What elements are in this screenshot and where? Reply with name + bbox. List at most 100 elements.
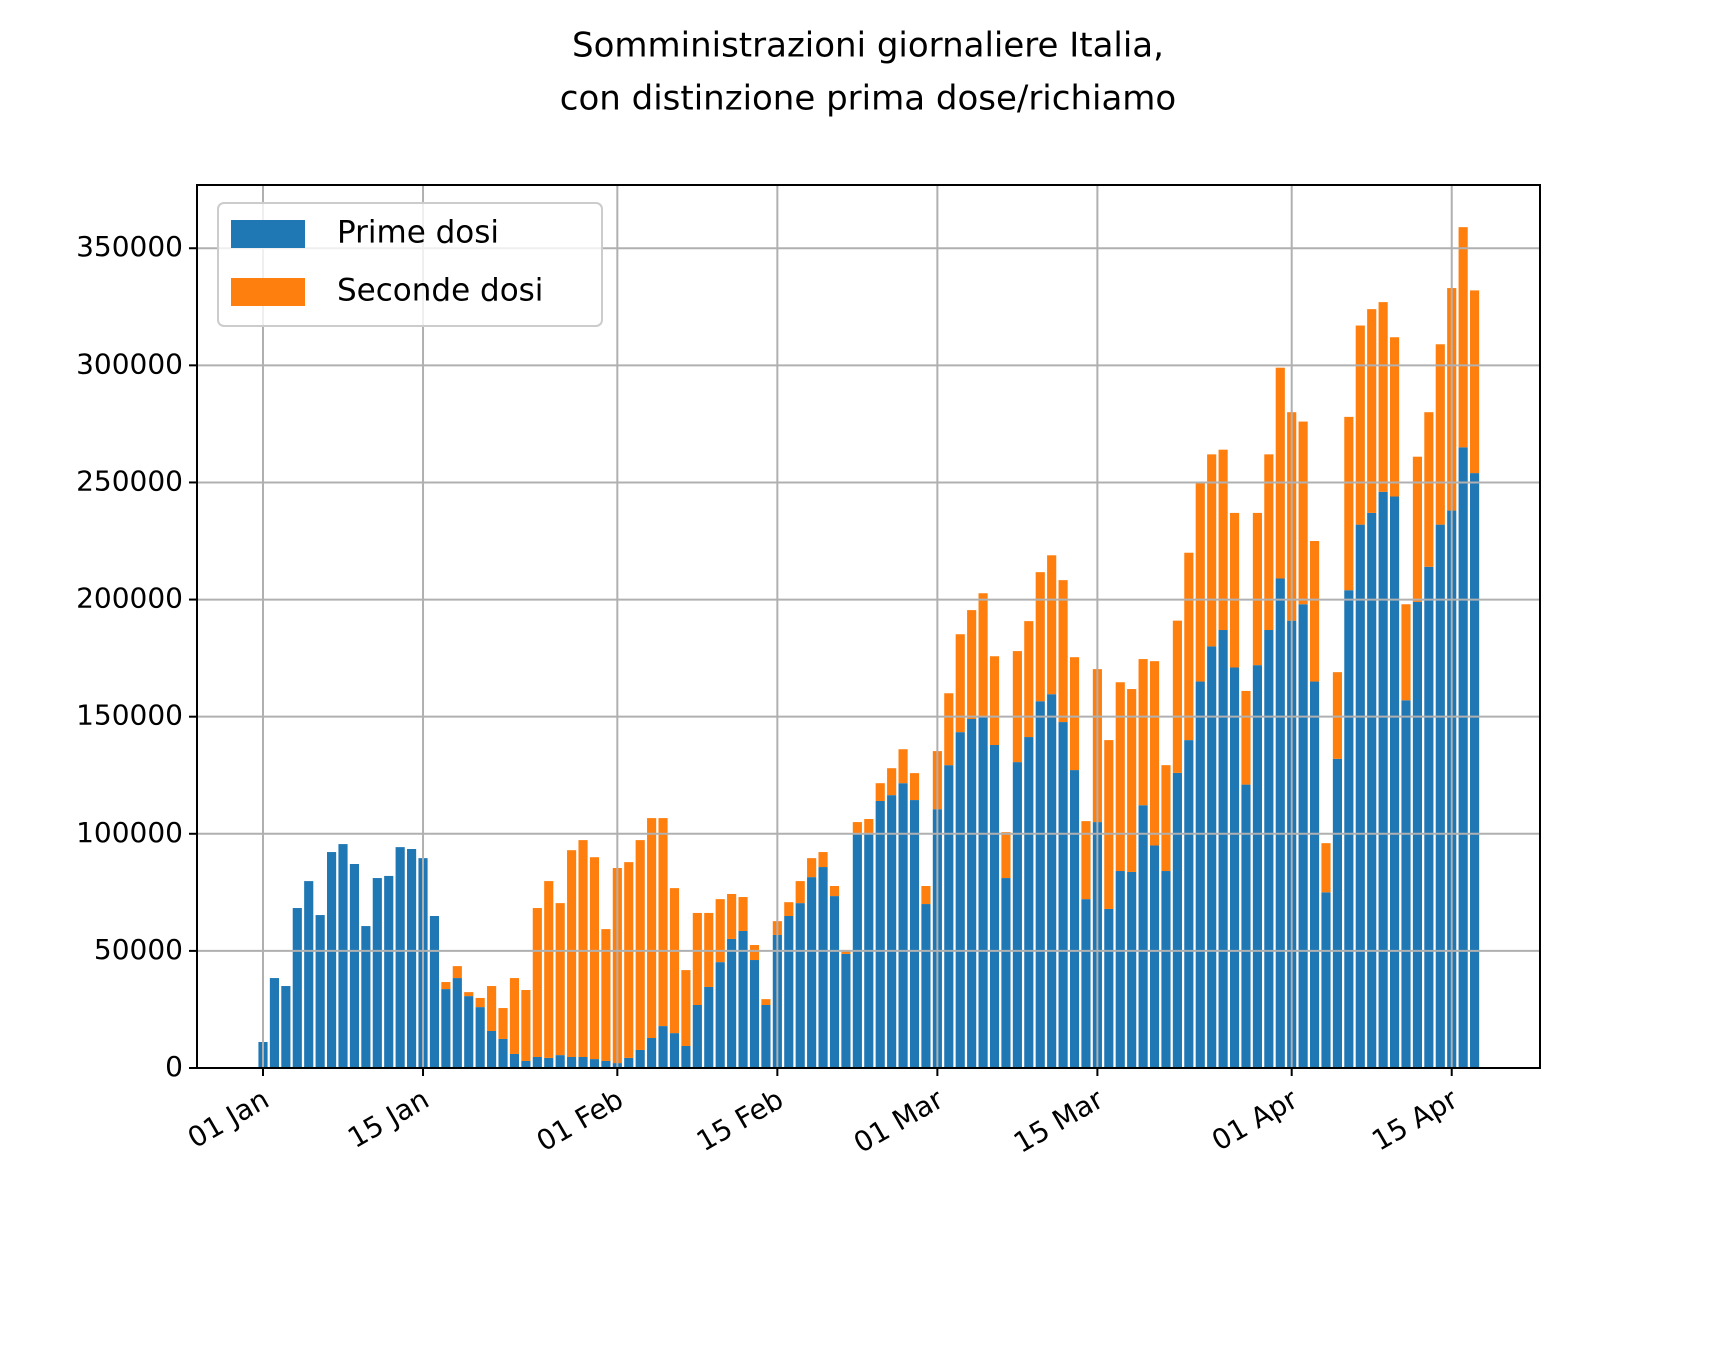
x-tick-label: 01 Feb (531, 1082, 629, 1158)
y-tick-label: 300000 (76, 347, 183, 380)
bar (532, 908, 542, 1057)
bar (1309, 541, 1320, 682)
bar (1127, 871, 1137, 1068)
bar (1252, 512, 1262, 666)
bar (304, 881, 314, 1068)
bar (898, 783, 908, 1068)
bar (829, 896, 840, 1068)
bar (1344, 416, 1354, 591)
bar (818, 852, 828, 868)
bar (1332, 672, 1342, 759)
bar (601, 929, 611, 1061)
legend-box (217, 202, 603, 327)
bar (624, 862, 634, 1058)
bar (384, 875, 394, 1068)
bar (1207, 454, 1217, 647)
bar (1047, 694, 1057, 1068)
bar (887, 768, 897, 796)
bar (1172, 772, 1182, 1068)
bar (1001, 832, 1011, 879)
bar (989, 745, 1000, 1068)
bar (955, 732, 965, 1068)
bar (692, 1004, 702, 1068)
bar (749, 945, 760, 961)
bar (921, 886, 931, 905)
bar (1069, 770, 1080, 1068)
bar (441, 982, 451, 990)
bar (1081, 821, 1091, 900)
bar (1298, 421, 1308, 605)
x-tick-label: 15 Apr (1366, 1082, 1463, 1157)
bar (761, 1004, 771, 1068)
bar (1275, 367, 1285, 579)
bar (1138, 659, 1148, 806)
bar (887, 795, 897, 1068)
bar (635, 1049, 645, 1068)
bar (498, 1008, 508, 1039)
bar (909, 800, 920, 1068)
bar (1104, 740, 1114, 909)
bar (852, 822, 862, 835)
bar (1424, 566, 1434, 1068)
bar (727, 938, 737, 1068)
bar (1367, 512, 1377, 1068)
x-tick-label: 01 Jan (182, 1082, 274, 1154)
bar (464, 992, 474, 997)
bar (1378, 302, 1388, 492)
bar (795, 881, 805, 904)
bar (944, 693, 954, 766)
bar (784, 902, 794, 916)
bar (521, 1060, 531, 1068)
bar (681, 1045, 691, 1068)
bar (692, 912, 702, 1005)
bar (727, 893, 737, 939)
bar (1264, 630, 1274, 1068)
bar (1149, 845, 1160, 1068)
bar (807, 858, 817, 878)
bar (1035, 572, 1045, 702)
bar (429, 915, 440, 1068)
bar (1172, 620, 1182, 773)
bar (1332, 758, 1342, 1068)
bar (1024, 737, 1034, 1068)
bar (452, 978, 462, 1068)
bar (795, 903, 805, 1068)
bar (658, 818, 668, 1027)
bar (1184, 740, 1194, 1068)
bar (875, 783, 885, 801)
bar (578, 1056, 588, 1068)
bar (1321, 892, 1331, 1068)
bar (1412, 601, 1423, 1068)
bar (955, 634, 965, 733)
bar (635, 840, 645, 1050)
bar (1367, 309, 1377, 513)
y-tick-label: 0 (165, 1050, 183, 1083)
bar (1458, 447, 1468, 1068)
bar (395, 847, 405, 1068)
y-tick-label: 100000 (76, 816, 183, 849)
bar (841, 953, 851, 1068)
bar (1389, 337, 1400, 497)
bar (829, 886, 840, 897)
bar (1241, 784, 1251, 1068)
bar (544, 1057, 554, 1068)
bar (1309, 681, 1320, 1068)
x-tick-label: 15 Jan (342, 1082, 434, 1154)
bar (1470, 290, 1480, 474)
bar (1229, 667, 1240, 1068)
bar (338, 844, 348, 1068)
bar (589, 1059, 600, 1068)
bar (647, 1038, 657, 1068)
bar (555, 1055, 565, 1068)
bar (807, 877, 817, 1068)
bar (349, 863, 360, 1068)
bar (1035, 701, 1045, 1068)
legend-label: Prime dosi (337, 215, 499, 251)
bar (475, 997, 485, 1008)
bar (1058, 722, 1068, 1068)
bar (967, 719, 977, 1068)
plot-frame (196, 184, 1541, 1069)
bar (1435, 524, 1445, 1068)
bar (1001, 878, 1011, 1068)
